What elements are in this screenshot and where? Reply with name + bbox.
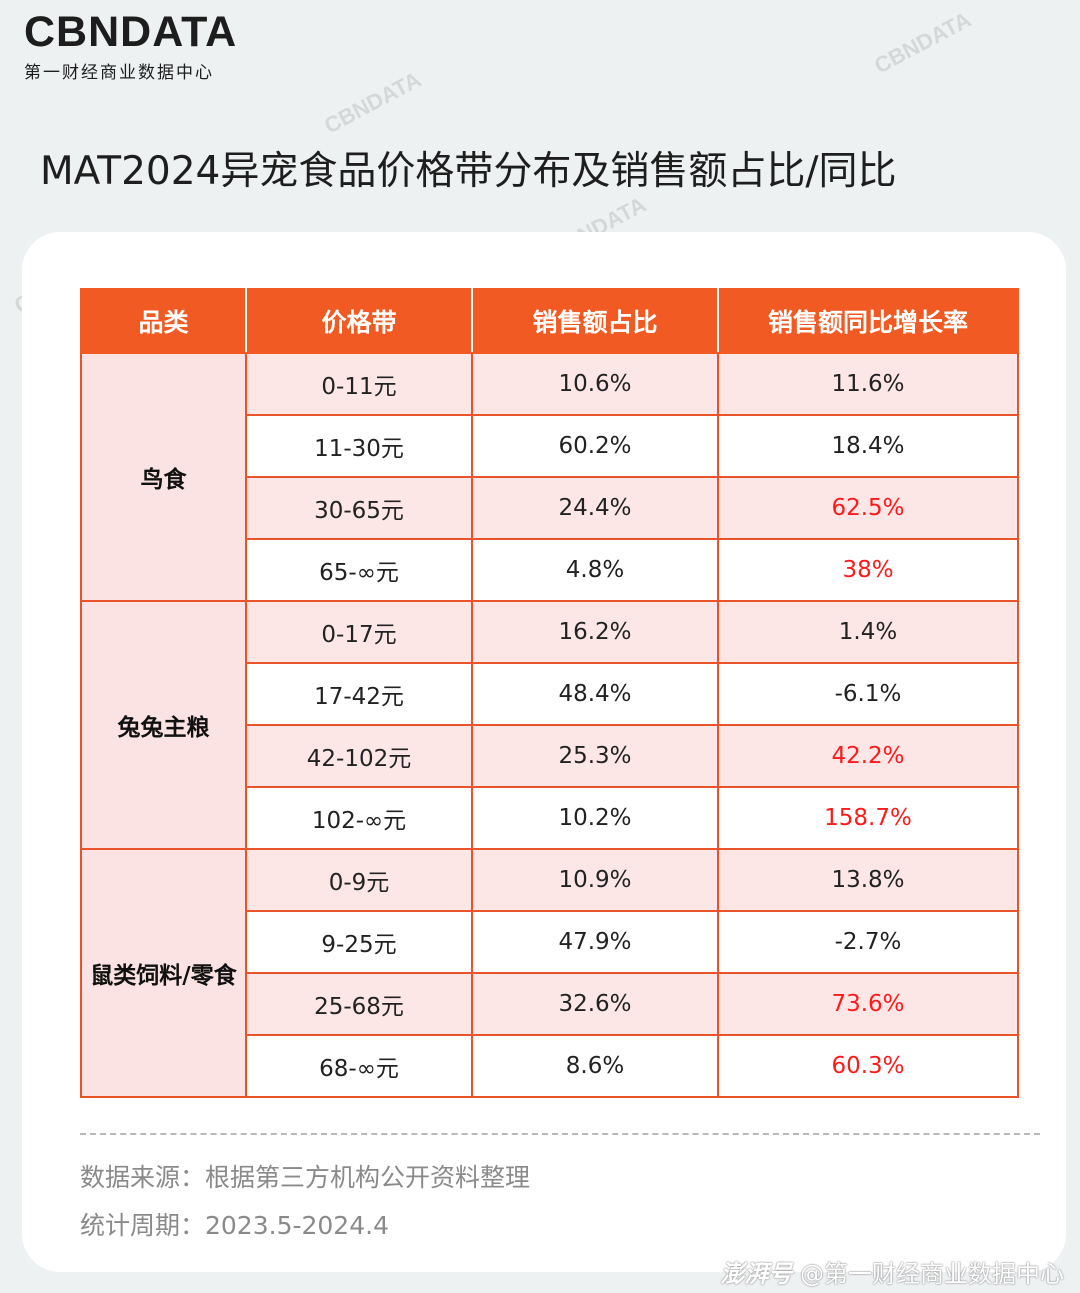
period-note: 统计周期：2023.5-2024.4 xyxy=(80,1211,389,1240)
watermark: CBNDATA xyxy=(320,66,425,139)
table-row: 11-30元 60.2% 18.4% xyxy=(81,414,1019,478)
table-row: 25-68元 32.6% 73.6% xyxy=(81,972,1019,1036)
header-sales-growth: 销售额同比增长率 xyxy=(717,288,1019,354)
table-row: 9-25元 47.9% -2.7% xyxy=(81,910,1019,974)
sales-share-cell: 32.6% xyxy=(471,972,719,1036)
price-band-cell: 42-102元 xyxy=(245,724,473,788)
price-band-cell: 102-∞元 xyxy=(245,786,473,850)
table-row: 102-∞元 10.2% 158.7% xyxy=(81,786,1019,850)
sales-growth-cell: 60.3% xyxy=(717,1034,1019,1098)
sales-growth-cell: 62.5% xyxy=(717,476,1019,540)
sales-share-cell: 24.4% xyxy=(471,476,719,540)
sales-growth-cell: 158.7% xyxy=(717,786,1019,850)
table-row: 68-∞元 8.6% 60.3% xyxy=(81,1034,1019,1098)
price-band-cell: 65-∞元 xyxy=(245,538,473,602)
logo-subtitle: 第一财经商业数据中心 xyxy=(24,63,214,83)
category-cell: 鸟食 xyxy=(80,352,247,602)
header-price-band: 价格带 xyxy=(245,288,473,354)
price-band-cell: 68-∞元 xyxy=(245,1034,473,1098)
footer-credit: 澎湃号 @第一财经商业数据中心 xyxy=(720,1254,1064,1289)
sales-share-cell: 16.2% xyxy=(471,600,719,664)
table-row: 鼠类饲料/零食 0-9元 10.9% 13.8% xyxy=(80,848,1019,1098)
table-row: 17-42元 48.4% -6.1% xyxy=(81,662,1019,726)
sales-growth-cell: 38% xyxy=(717,538,1019,602)
divider xyxy=(80,1133,1040,1135)
sales-share-cell: 48.4% xyxy=(471,662,719,726)
table-row: 65-∞元 4.8% 38% xyxy=(81,538,1019,602)
table-row: 42-102元 25.3% 42.2% xyxy=(81,724,1019,788)
price-band-table: 品类 价格带 销售额占比 销售额同比增长率 鸟食 0-11元 10.6% 11.6% 1… xyxy=(80,288,1019,1098)
sales-share-cell: 60.2% xyxy=(471,414,719,478)
table-row: 兔兔主粮 0-17元 16.2% 1.4% xyxy=(80,600,1019,850)
price-band-cell: 0-11元 xyxy=(245,352,473,416)
logo-wordmark: CBNDATA xyxy=(24,8,238,56)
page-title: MAT2024异宠食品价格带分布及销售额占比/同比 xyxy=(40,149,897,194)
sales-share-cell: 4.8% xyxy=(471,538,719,602)
sales-share-cell: 10.2% xyxy=(471,786,719,850)
sales-share-cell: 10.9% xyxy=(471,848,719,912)
price-band-cell: 30-65元 xyxy=(245,476,473,540)
price-band-cell: 11-30元 xyxy=(245,414,473,478)
price-band-cell: 9-25元 xyxy=(245,910,473,974)
sales-growth-cell: 73.6% xyxy=(717,972,1019,1036)
sales-share-cell: 25.3% xyxy=(471,724,719,788)
price-band-cell: 25-68元 xyxy=(245,972,473,1036)
watermark: CBNDATA xyxy=(870,6,975,79)
footer-brand: 澎湃号 xyxy=(720,1260,793,1288)
sales-share-cell: 10.6% xyxy=(471,352,719,416)
sales-share-cell: 8.6% xyxy=(471,1034,719,1098)
sales-growth-cell: -2.7% xyxy=(717,910,1019,974)
sales-growth-cell: 18.4% xyxy=(717,414,1019,478)
table-row: 30-65元 24.4% 62.5% xyxy=(81,476,1019,540)
sales-growth-cell: -6.1% xyxy=(717,662,1019,726)
header-sales-share: 销售额占比 xyxy=(471,288,719,354)
category-cell: 鼠类饲料/零食 xyxy=(80,848,247,1098)
category-cell: 兔兔主粮 xyxy=(80,600,247,850)
table-body: 鸟食 0-11元 10.6% 11.6% 11-30元 60.2% 18.4% 30-65元 2… xyxy=(80,352,1019,1098)
sales-growth-cell: 11.6% xyxy=(717,352,1019,416)
price-band-cell: 0-9元 xyxy=(245,848,473,912)
table-header-row: 品类 价格带 销售额占比 销售额同比增长率 xyxy=(80,288,1019,354)
price-band-cell: 0-17元 xyxy=(245,600,473,664)
table-row: 鸟食 0-11元 10.6% 11.6% xyxy=(80,352,1019,602)
footer-account: @第一财经商业数据中心 xyxy=(800,1260,1064,1288)
source-note: 数据来源：根据第三方机构公开资料整理 xyxy=(80,1163,531,1192)
sales-growth-cell: 42.2% xyxy=(717,724,1019,788)
header-category: 品类 xyxy=(80,288,247,354)
sales-growth-cell: 1.4% xyxy=(717,600,1019,664)
sales-share-cell: 47.9% xyxy=(471,910,719,974)
sales-growth-cell: 13.8% xyxy=(717,848,1019,912)
price-band-cell: 17-42元 xyxy=(245,662,473,726)
brand-logo: CBNDATA 第一财经商业数据中心 xyxy=(24,8,237,83)
